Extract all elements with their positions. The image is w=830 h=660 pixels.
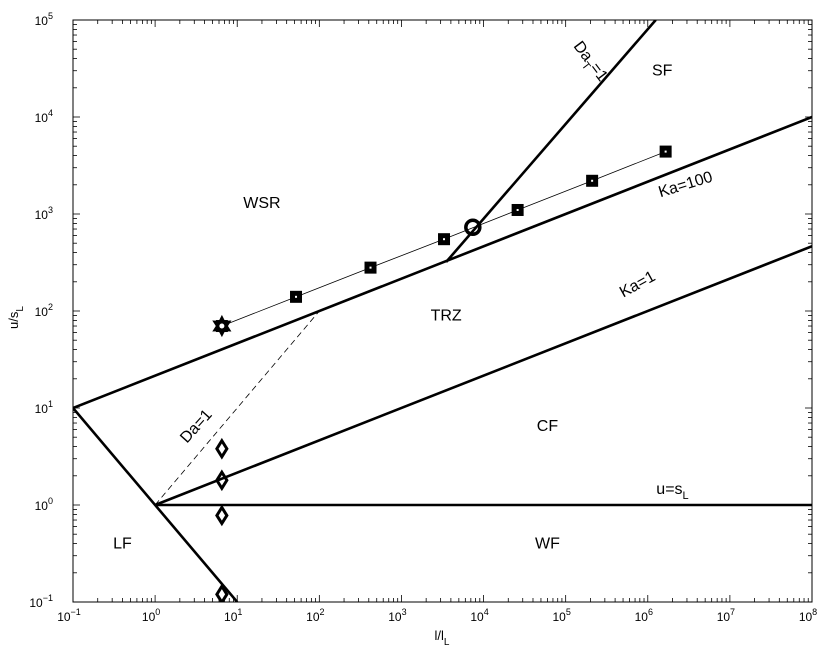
x-tick-exponent: 0 <box>155 607 160 617</box>
x-tick-label: 107 <box>717 607 735 624</box>
y-tick-label: 105 <box>35 11 53 28</box>
line-label-base: Da <box>570 38 596 65</box>
x-tick-label: 108 <box>799 607 817 624</box>
x-tick-label: 106 <box>635 607 653 624</box>
y-tick-base: 10 <box>29 596 43 610</box>
da-1-dashed-line <box>154 310 320 506</box>
y-tick-base: 10 <box>35 208 49 222</box>
region-label-cf: CF <box>537 418 559 435</box>
x-tick-exponent: 3 <box>402 607 407 617</box>
y-tick-label: 104 <box>35 108 53 125</box>
region-label-wf: WF <box>535 536 560 553</box>
y-tick-exponent: 2 <box>48 302 53 312</box>
y-tick-exponent: 5 <box>48 11 53 21</box>
x-axis-label-base: l/l <box>435 628 445 643</box>
x-tick-exponent: 4 <box>484 607 489 617</box>
x-tick-base: 10 <box>635 610 649 624</box>
y-axis-label: u/sL <box>6 306 26 329</box>
x-tick-exponent: 7 <box>730 607 735 617</box>
y-axis-label-base: u/s <box>6 311 21 329</box>
region-label-lf: LF <box>113 536 132 553</box>
x-tick-exponent: −1 <box>71 607 81 617</box>
x-tick-label: 102 <box>306 607 324 624</box>
x-tick-base: 10 <box>224 610 238 624</box>
x-axis-label: l/lL <box>435 628 450 648</box>
y-tick-label: 10−1 <box>29 593 53 610</box>
x-tick-base: 10 <box>306 610 320 624</box>
line-label: u=sL <box>656 481 688 502</box>
diamond-marker <box>215 469 229 492</box>
line-label-base: Ka=1 <box>617 268 658 301</box>
line-label: Ka=1 <box>617 268 658 301</box>
square-marker-center <box>443 238 446 241</box>
square-marker-center <box>516 208 519 211</box>
x-tick-exponent: 1 <box>237 607 242 617</box>
line-label-sub: L <box>683 490 689 502</box>
square-marker-center <box>295 295 298 298</box>
dat-1-line <box>445 20 657 263</box>
x-tick-exponent: 2 <box>320 607 325 617</box>
x-axis-label-sub: L <box>444 637 450 648</box>
ka-100-line <box>73 115 812 410</box>
x-tick-exponent: 6 <box>648 607 653 617</box>
x-tick-base: 10 <box>142 610 156 624</box>
x-tick-base: 10 <box>552 610 566 624</box>
x-tick-base: 10 <box>470 610 484 624</box>
x-tick-label: 101 <box>224 607 242 624</box>
diamond-marker <box>215 504 229 527</box>
y-tick-label: 102 <box>35 302 53 319</box>
diamond-marker <box>215 583 229 602</box>
plot-area <box>73 20 812 602</box>
x-tick-exponent: 5 <box>566 607 571 617</box>
y-tick-exponent: 0 <box>48 496 53 506</box>
y-tick-label: 100 <box>35 496 53 513</box>
axis-ticks <box>72 19 813 603</box>
y-tick-exponent: 4 <box>48 108 53 118</box>
y-tick-label: 103 <box>35 205 53 222</box>
x-tick-base: 10 <box>57 610 71 624</box>
ka-1-line <box>154 245 812 507</box>
diamond-marker <box>215 437 229 460</box>
x-tick-base: 10 <box>799 610 813 624</box>
x-tick-base: 10 <box>388 610 402 624</box>
y-tick-exponent: 1 <box>48 399 53 409</box>
circle-marker <box>464 218 482 237</box>
x-tick-label: 100 <box>142 607 160 624</box>
square-marker-center <box>664 150 667 153</box>
y-tick-base: 10 <box>35 111 49 125</box>
square-marker-center <box>591 179 594 182</box>
y-tick-exponent: 3 <box>48 205 53 215</box>
square-marker-center <box>369 266 372 269</box>
y-tick-base: 10 <box>35 305 49 319</box>
x-tick-base: 10 <box>717 610 731 624</box>
x-tick-label: 10−1 <box>57 607 81 624</box>
y-tick-base: 10 <box>35 402 49 416</box>
y-axis-label-sub: L <box>15 306 26 312</box>
y-tick-label: 101 <box>35 399 53 416</box>
region-label-trz: TRZ <box>431 307 462 324</box>
star-marker-center <box>219 323 225 329</box>
y-tick-base: 10 <box>35 499 49 513</box>
x-tick-exponent: 8 <box>812 607 817 617</box>
region-label-sf: SF <box>652 63 673 80</box>
y-tick-exponent: −1 <box>43 593 53 603</box>
region-label-wsr: WSR <box>243 195 280 212</box>
y-tick-base: 10 <box>35 14 49 28</box>
x-tick-label: 104 <box>470 607 488 624</box>
x-tick-label: 103 <box>388 607 406 624</box>
x-tick-label: 105 <box>552 607 570 624</box>
line-label-base: u=s <box>656 481 682 498</box>
